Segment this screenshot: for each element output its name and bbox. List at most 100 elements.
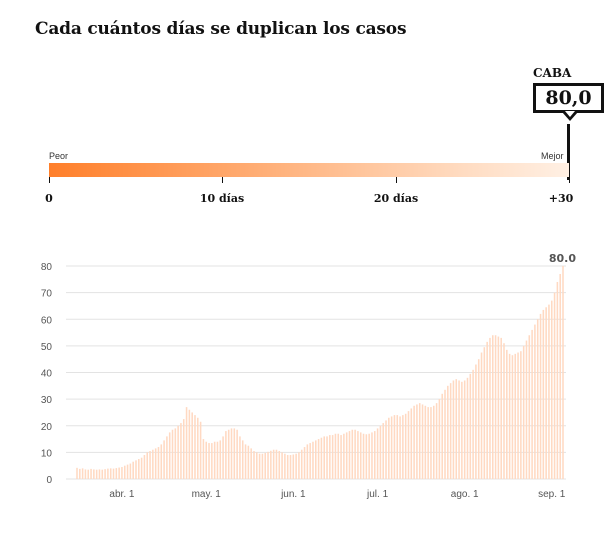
- bar: [121, 467, 123, 479]
- bar: [132, 461, 134, 479]
- value-callout-pointer-fill: [565, 111, 575, 117]
- bar: [143, 455, 146, 479]
- bar: [433, 405, 435, 479]
- bar: [348, 431, 351, 479]
- bar: [320, 437, 323, 479]
- bar: [430, 407, 432, 479]
- bar: [188, 409, 191, 479]
- bar: [194, 415, 196, 479]
- bar: [267, 451, 269, 479]
- bar: [182, 419, 185, 479]
- bar: [152, 449, 154, 479]
- bar: [399, 416, 401, 479]
- bar: [270, 450, 272, 479]
- bar: [233, 428, 236, 479]
- scale-tick-label-10: 10 días: [199, 192, 245, 205]
- bar: [475, 364, 477, 479]
- bar: [418, 403, 421, 479]
- bar: [357, 431, 359, 479]
- bar: [376, 428, 379, 479]
- bar: [514, 353, 517, 479]
- bar: [126, 464, 129, 479]
- bar: [413, 405, 415, 479]
- bar: [368, 433, 370, 479]
- bar: [407, 411, 410, 479]
- bar: [396, 415, 399, 479]
- bar: [123, 465, 126, 479]
- bar: [427, 407, 429, 479]
- bar: [163, 440, 165, 479]
- bar: [331, 435, 334, 479]
- bar: [93, 469, 95, 479]
- bar: [424, 405, 427, 479]
- bar: [455, 379, 458, 479]
- y-tick-label: 60: [41, 315, 53, 326]
- bar: [402, 415, 404, 479]
- bar: [536, 319, 539, 479]
- bar: [146, 452, 149, 479]
- bar: [197, 417, 199, 479]
- x-tick-label: may. 1: [192, 489, 222, 500]
- bar: [390, 416, 393, 479]
- bar: [337, 433, 340, 479]
- bar: [385, 420, 387, 479]
- bar: [317, 439, 320, 479]
- bar: [497, 336, 500, 479]
- bar: [306, 444, 309, 479]
- bar: [90, 468, 92, 479]
- bar: [393, 415, 396, 479]
- bar: [404, 413, 407, 479]
- bar: [379, 425, 382, 479]
- bar: [458, 380, 460, 479]
- current-value: 80,0: [545, 87, 592, 109]
- bar: [506, 349, 508, 479]
- scale-tick-20: [396, 177, 397, 183]
- bar: [256, 452, 258, 479]
- bar: [219, 440, 222, 479]
- bar: [278, 451, 281, 479]
- bar: [500, 337, 502, 479]
- bar: [461, 381, 463, 479]
- bar: [374, 431, 376, 479]
- bar: [435, 403, 438, 479]
- bar: [244, 444, 247, 479]
- bar: [365, 434, 368, 479]
- bar: [177, 425, 179, 479]
- y-tick-label: 10: [41, 448, 53, 459]
- bar: [202, 439, 205, 479]
- x-tick-label: sep. 1: [538, 489, 566, 500]
- x-tick-label: ago. 1: [451, 489, 479, 500]
- bar: [199, 421, 202, 479]
- bar: [489, 337, 491, 479]
- bar: [449, 383, 452, 479]
- bar: [84, 469, 87, 479]
- bar: [292, 454, 295, 479]
- bar: [539, 313, 542, 479]
- bar: [295, 453, 297, 479]
- bar: [191, 412, 193, 479]
- bar: [508, 353, 511, 479]
- bar: [253, 451, 255, 479]
- value-marker-line: [567, 124, 570, 180]
- bar: [559, 273, 561, 479]
- scale-tick-label-30: +30: [548, 192, 574, 205]
- scale-tick-10: [222, 177, 223, 183]
- bar: [548, 304, 550, 479]
- bar: [168, 432, 171, 479]
- bar: [205, 441, 207, 479]
- bar: [112, 468, 115, 479]
- bar: [216, 441, 219, 479]
- bar: [109, 468, 112, 479]
- bar: [525, 340, 528, 479]
- bar: [149, 451, 151, 479]
- bar: [410, 408, 413, 479]
- bar: [185, 407, 188, 479]
- bar: [441, 393, 443, 479]
- bar: [95, 469, 98, 479]
- bar: [323, 436, 325, 479]
- scale-tick-label-20: 20 días: [373, 192, 419, 205]
- bar: [312, 441, 314, 479]
- bar: [289, 455, 292, 479]
- y-tick-label: 50: [41, 342, 53, 353]
- bar: [503, 343, 505, 479]
